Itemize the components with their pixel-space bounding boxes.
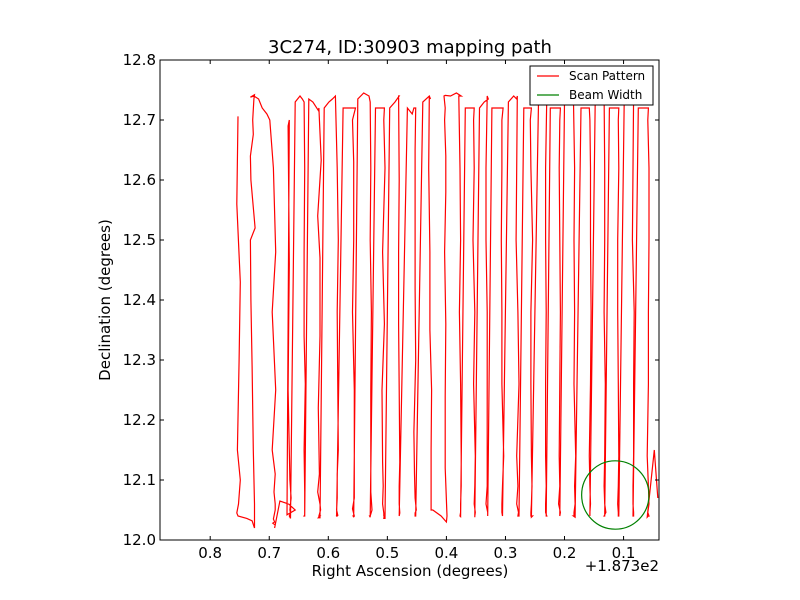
x-tick-label: 0.7: [257, 544, 281, 562]
y-tick-label: 12.3: [123, 351, 156, 369]
legend: Scan Pattern Beam Width: [529, 65, 654, 106]
plot-area: [160, 60, 659, 540]
y-tick-label: 12.7: [123, 111, 156, 129]
series-layer: [236, 92, 659, 530]
y-tick-label: 12.8: [123, 51, 156, 69]
x-tick-label: 0.3: [494, 544, 518, 562]
x-axis-label: Right Ascension (degrees): [312, 562, 509, 580]
scan-pattern-line: [236, 92, 659, 529]
y-tick-label: 12.5: [123, 231, 156, 249]
y-tick-label: 12.2: [123, 411, 156, 429]
y-axis-ticks: 12.0 12.1 12.2 12.3 12.4 12.5 12.6 12.7 12.8: [123, 51, 659, 549]
chart-title: 3C274, ID:30903 mapping path: [268, 37, 552, 58]
x-tick-label: 0.8: [198, 544, 222, 562]
x-tick-label: 0.5: [375, 544, 399, 562]
y-axis-label: Declination (degrees): [96, 219, 114, 381]
y-tick-label: 12.4: [123, 291, 156, 309]
legend-label-scan-pattern: Scan Pattern: [569, 69, 645, 83]
legend-box: [529, 65, 654, 106]
x-tick-label: 0.1: [612, 544, 636, 562]
legend-label-beam-width: Beam Width: [569, 88, 642, 102]
x-tick-label: 0.4: [434, 544, 458, 562]
x-tick-label: 0.2: [553, 544, 577, 562]
beam-width-circle: [581, 460, 650, 530]
y-tick-label: 12.1: [123, 471, 156, 489]
y-tick-label: 12.0: [123, 531, 156, 549]
y-tick-label: 12.6: [123, 171, 156, 189]
x-axis-offset-label: +1.873e2: [585, 557, 659, 575]
x-axis-ticks: 0.8 0.7 0.6 0.5 0.4 0.3 0.2 0.1: [198, 60, 635, 562]
x-tick-label: 0.6: [316, 544, 340, 562]
